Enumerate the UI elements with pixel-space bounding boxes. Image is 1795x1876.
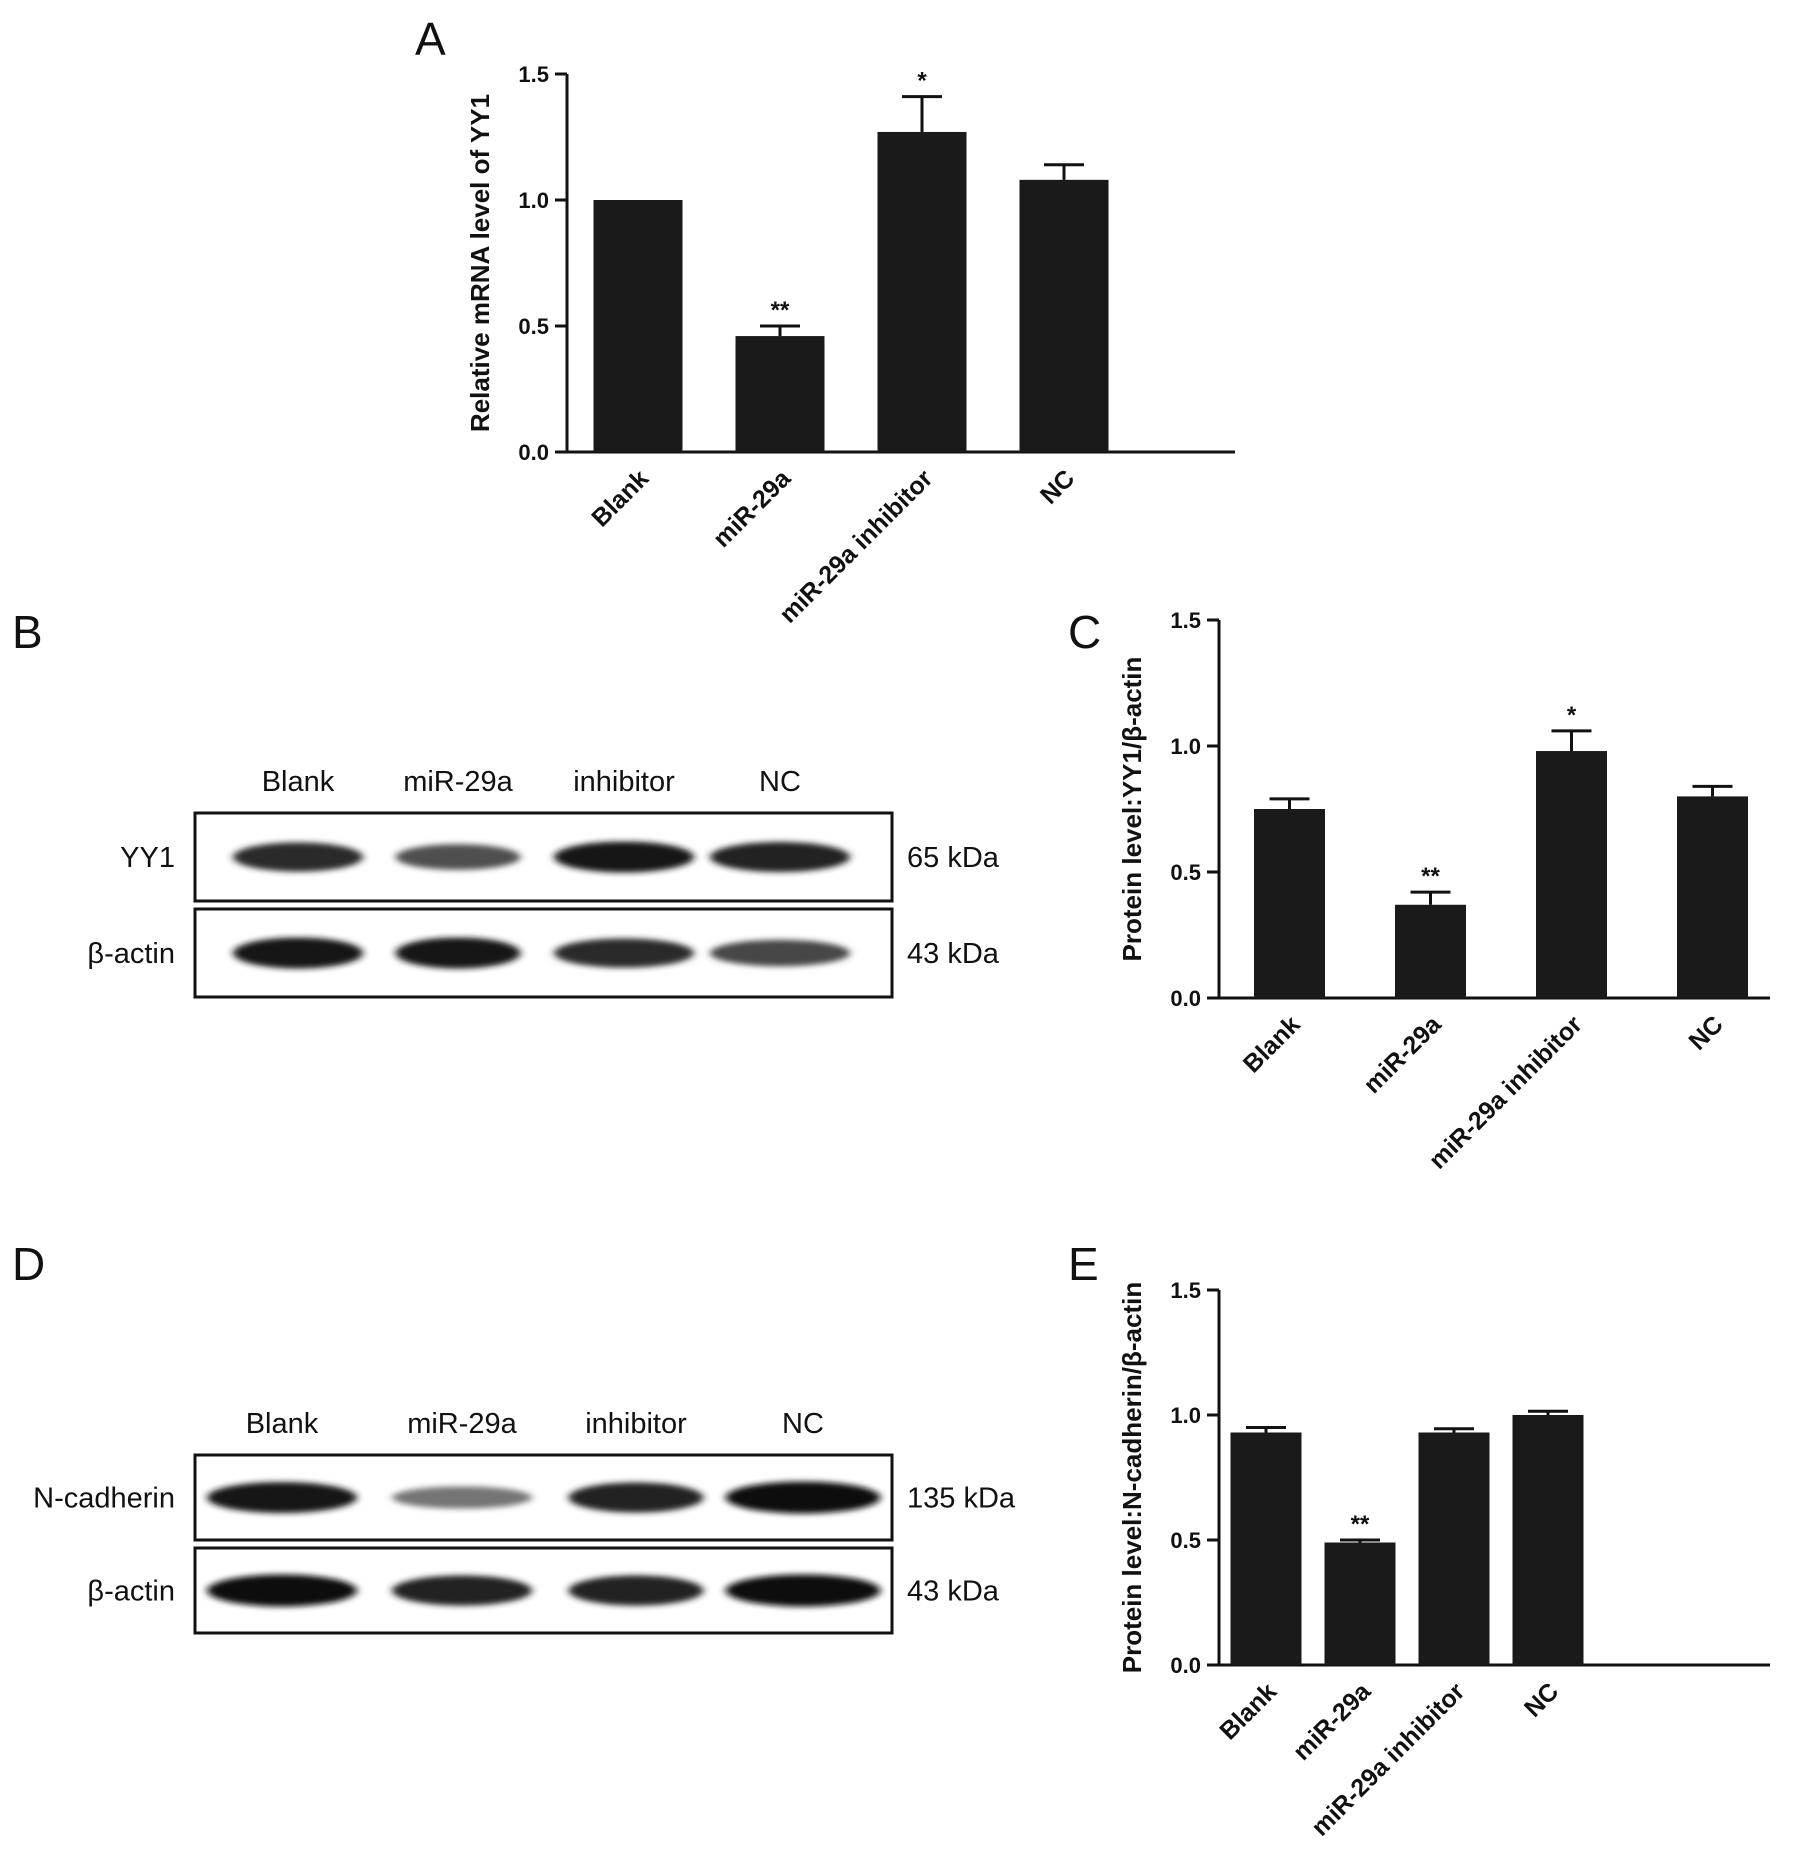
lane-label-2: inhibitor — [585, 1408, 687, 1440]
protein-label: β-actin — [87, 1576, 175, 1608]
y-tick-label: 0.5 — [1170, 860, 1201, 885]
category-label-1: miR-29a — [708, 464, 797, 553]
protein-band-2 — [568, 1482, 704, 1513]
bar-3 — [1019, 179, 1109, 452]
significance-marker-2: * — [917, 68, 927, 95]
protein-band-3 — [725, 1481, 881, 1514]
protein-label: YY1 — [120, 842, 175, 874]
protein-band-1 — [395, 844, 521, 870]
lane-label-1: miR-29a — [403, 766, 513, 798]
bar-2 — [1418, 1432, 1490, 1665]
panel-letter-c: C — [1068, 606, 1101, 658]
panel-letter-a: A — [415, 13, 446, 65]
lane-label-2: inhibitor — [573, 766, 675, 798]
category-label-1: miR-29a — [1358, 1010, 1447, 1099]
protein-band-1 — [392, 1575, 532, 1606]
molecular-weight-label: 43 kDa — [907, 1576, 1000, 1608]
bar-0 — [593, 200, 683, 452]
lane-label-0: Blank — [262, 766, 335, 798]
panel-letter-layer: A B C D E — [12, 13, 1101, 1290]
molecular-weight-label: 43 kDa — [907, 938, 1000, 970]
bar-1 — [1395, 904, 1466, 998]
y-tick-label: 0.0 — [1170, 1653, 1201, 1678]
y-tick-label: 1.0 — [1170, 734, 1201, 759]
protein-band-2 — [568, 1575, 704, 1606]
protein-label: β-actin — [87, 938, 175, 970]
y-tick-label: 0.5 — [1170, 1528, 1201, 1553]
bar-2 — [1536, 751, 1607, 998]
category-label-0: Blank — [1214, 1677, 1282, 1745]
category-label-3: NC — [1683, 1010, 1728, 1055]
panel-letter-e: E — [1068, 1238, 1099, 1290]
bar-0 — [1254, 809, 1325, 998]
bar-1 — [1324, 1542, 1396, 1665]
protein-band-3 — [710, 939, 850, 967]
lane-label-3: NC — [782, 1408, 824, 1440]
y-tick-label: 1.5 — [1170, 608, 1201, 633]
bar-0 — [1230, 1432, 1302, 1665]
lane-label-0: Blank — [246, 1408, 319, 1440]
molecular-weight-label: 65 kDa — [907, 842, 1000, 874]
category-label-0: Blank — [586, 464, 654, 532]
protein-band-3 — [725, 1574, 881, 1607]
y-tick-label: 1.5 — [518, 62, 549, 87]
y-tick-label: 0.0 — [518, 440, 549, 465]
category-label-3: NC — [1519, 1677, 1564, 1722]
y-axis-title: Relative mRNA level of YY1 — [465, 94, 495, 432]
bar-3 — [1677, 796, 1748, 998]
protein-band-0 — [207, 1574, 357, 1607]
lane-label-1: miR-29a — [407, 1408, 517, 1440]
y-tick-label: 1.0 — [518, 188, 549, 213]
y-axis-title: Protein level:N-cadherin/β-actin — [1117, 1282, 1147, 1674]
y-axis-title: Protein level:YY1/β-actin — [1117, 657, 1147, 962]
category-label-0: Blank — [1238, 1010, 1306, 1078]
protein-label: N-cadherin — [33, 1483, 175, 1515]
protein-band-2 — [554, 938, 694, 968]
protein-band-0 — [233, 937, 363, 969]
significance-marker-2: * — [1567, 702, 1577, 729]
protein-band-0 — [233, 842, 363, 872]
chart-panel-c: 0.0 0.5 1.0 1.5 Protein level:YY1/β-actin Bla… — [1117, 608, 1770, 1175]
protein-band-3 — [710, 841, 850, 873]
lane-label-3: NC — [759, 766, 801, 798]
protein-band-0 — [207, 1481, 357, 1514]
category-label-3: NC — [1035, 464, 1080, 509]
category-label-2: miR-29a inhibitor — [774, 464, 938, 628]
western-blot-panel-b: Blank miR-29a inhibitor NC YY1 65 kDa β-actin 4… — [87, 766, 1000, 999]
category-label-1: miR-29a — [1288, 1677, 1377, 1766]
blot-layer: Blank miR-29a inhibitor NC YY1 65 kDa β-actin 4… — [33, 766, 1016, 1635]
protein-band-1 — [392, 1486, 532, 1509]
panel-letter-d: D — [12, 1238, 45, 1290]
bar-1 — [735, 336, 825, 452]
category-label-2: miR-29a inhibitor — [1424, 1010, 1588, 1174]
bar-3 — [1512, 1415, 1584, 1665]
molecular-weight-label: 135 kDa — [907, 1483, 1016, 1515]
chart-panel-e: 0.0 0.5 1.0 1.5 Protein level:N-cadherin/β-a… — [1117, 1278, 1770, 1842]
western-blot-panel-d: Blank miR-29a inhibitor NC N-cadherin 135 kDa… — [33, 1408, 1016, 1635]
y-tick-label: 0.0 — [1170, 986, 1201, 1011]
y-tick-label: 0.5 — [518, 314, 549, 339]
protein-band-2 — [554, 841, 694, 873]
panel-letter-b: B — [12, 606, 43, 658]
bar-2 — [877, 131, 967, 452]
significance-marker-1: ** — [1351, 1511, 1370, 1538]
significance-marker-1: ** — [771, 297, 790, 324]
significance-marker-1: ** — [1421, 863, 1440, 890]
y-tick-label: 1.0 — [1170, 1403, 1201, 1428]
chart-panel-a: 0.0 0.5 1.0 1.5 Relative mRNA level of YY1 Bl… — [465, 62, 1235, 629]
protein-band-1 — [395, 937, 521, 969]
y-tick-label: 1.5 — [1170, 1278, 1201, 1303]
